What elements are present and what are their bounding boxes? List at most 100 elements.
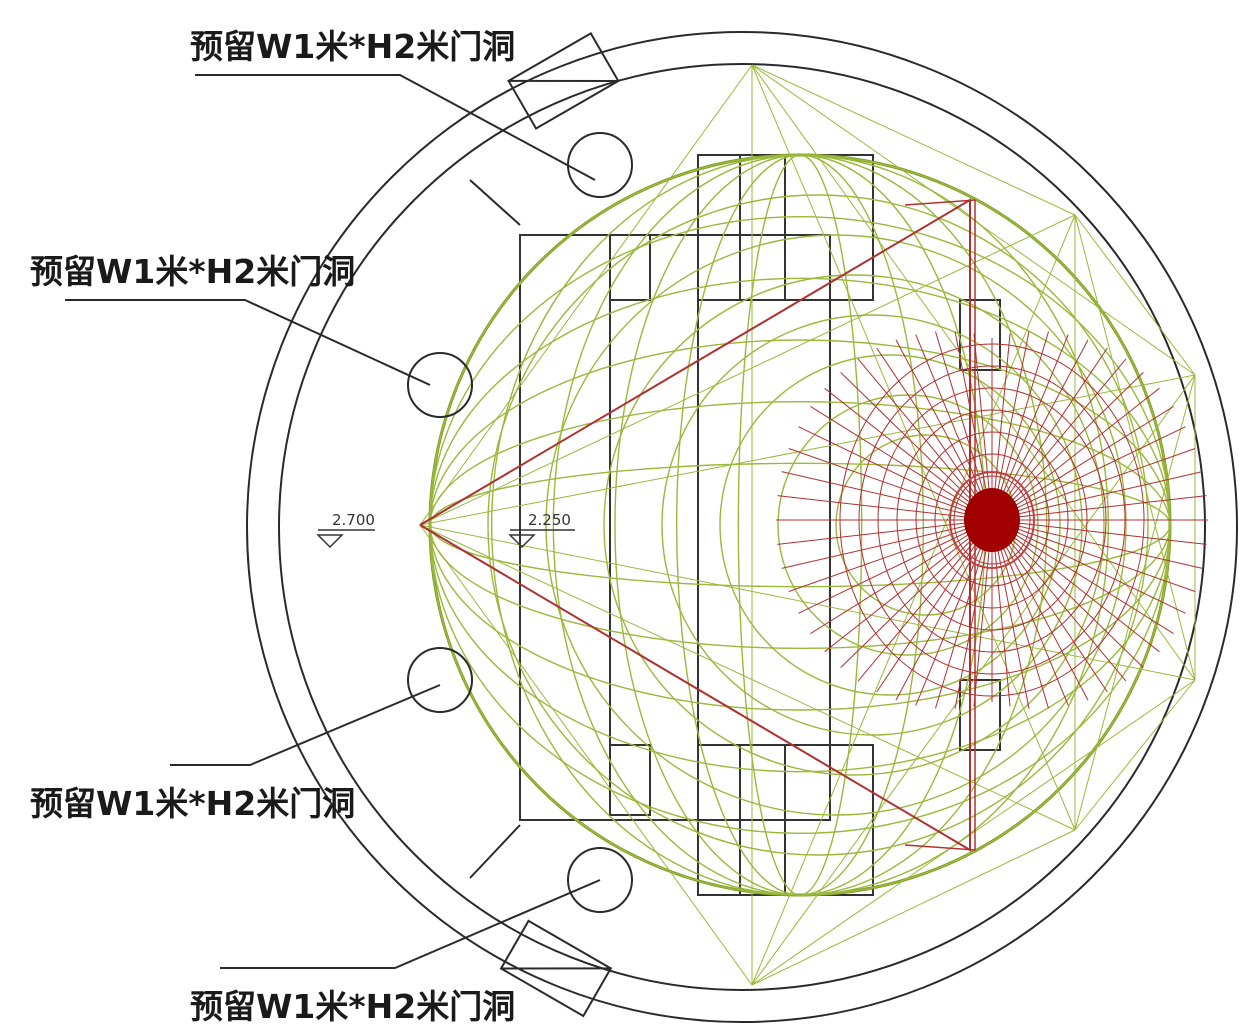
radial-line	[991, 331, 1030, 521]
callout-label-upper: 预留W1米*H2米门洞	[30, 252, 355, 291]
radial-line	[788, 448, 993, 521]
radial-line	[876, 347, 993, 521]
mesh-strut	[751, 679, 1196, 986]
mesh-strut	[1074, 214, 1196, 681]
elevation-marker-inner: 2.250	[508, 511, 575, 549]
radial-line	[991, 519, 1127, 682]
mesh-meridian	[737, 154, 863, 896]
mesh-strut	[1074, 679, 1196, 831]
elevation-label-outer: 2.700	[332, 511, 375, 529]
mesh-ring	[487, 194, 1149, 856]
radial-line	[991, 471, 1203, 521]
mesh-ring	[545, 234, 1127, 816]
mesh-strut	[751, 64, 1076, 831]
radial-line	[840, 372, 993, 521]
elevation-marker-outer: 2.700	[316, 511, 375, 549]
radial-line	[991, 519, 1174, 634]
callout-label-lower: 预留W1米*H2米门洞	[30, 784, 355, 823]
radial-line	[991, 519, 1108, 693]
radial-line	[935, 331, 993, 521]
wall-tick-top	[469, 179, 521, 226]
mesh-strut	[751, 64, 1196, 376]
radial-line	[798, 426, 993, 521]
radial-ring	[934, 453, 1050, 587]
radial-line	[991, 519, 1069, 706]
radial-line	[991, 519, 1030, 709]
radial-line	[991, 519, 1144, 668]
opening-circle-top	[567, 132, 633, 198]
mesh-strut	[751, 829, 1076, 986]
radial-line	[991, 334, 1069, 521]
frame-slot-top	[739, 154, 786, 301]
radial-line	[991, 519, 1186, 614]
opening-circle-bottom	[567, 847, 633, 913]
mesh-strut	[419, 64, 753, 526]
mesh-ring	[719, 354, 1061, 696]
radial-line	[915, 519, 993, 706]
frame-slot-bottom	[739, 744, 786, 896]
radial-line	[991, 331, 1049, 521]
frame-block-tl	[609, 234, 651, 301]
callout-label-top: 预留W1米*H2米门洞	[190, 27, 515, 66]
radial-line	[991, 426, 1186, 521]
radial-ring	[839, 343, 1145, 697]
mesh-strut	[751, 374, 1196, 986]
radial-line	[824, 387, 993, 521]
radial-ring	[877, 387, 1107, 653]
opening-circle-upper	[407, 352, 473, 418]
radial-ring	[915, 431, 1069, 609]
leader-line-bottom	[220, 879, 601, 969]
callout-label-bottom: 预留W1米*H2米门洞	[190, 987, 515, 1026]
mesh-meridian	[614, 154, 986, 896]
mesh-strut	[419, 524, 1196, 681]
radial-line	[840, 519, 993, 668]
radial-ring	[953, 475, 1031, 565]
mesh-parallel	[429, 154, 1171, 896]
mesh-strut	[419, 214, 1076, 526]
leader-line-upper	[65, 299, 431, 386]
focal-point	[964, 488, 1020, 552]
radial-line	[954, 519, 993, 709]
radial-ring	[896, 409, 1088, 631]
red-wedge	[419, 198, 971, 852]
radial-line	[781, 471, 993, 521]
radial-line	[777, 495, 993, 521]
door-openings	[499, 31, 620, 1018]
mesh-ring	[603, 274, 1105, 776]
radial-line	[991, 519, 1160, 653]
door-opening-top	[507, 31, 620, 130]
wall-tick-bottom	[469, 824, 521, 879]
focal-ring	[949, 471, 1035, 569]
door-opening-bottom	[499, 919, 613, 1018]
radial-line	[991, 448, 1196, 521]
radial-line	[810, 519, 993, 634]
radial-line	[991, 519, 1203, 569]
mesh-strut	[751, 64, 1196, 681]
radial-line	[991, 519, 1049, 709]
leader-line-lower	[170, 684, 441, 766]
mesh-strut	[419, 524, 753, 986]
radial-line	[991, 519, 1207, 545]
leader-lines	[65, 74, 601, 969]
radial-line	[810, 406, 993, 521]
radial-ring	[858, 365, 1126, 675]
radial-line	[876, 519, 993, 693]
inner-wall-circle	[278, 63, 1206, 991]
radial-line	[991, 358, 1127, 521]
outer-wall-circle	[246, 31, 1238, 1023]
green-mesh	[419, 64, 1196, 986]
radial-line	[798, 519, 993, 614]
radial-line	[788, 519, 993, 592]
radial-line	[954, 331, 993, 521]
radial-line	[991, 372, 1144, 521]
radial-line	[935, 519, 993, 709]
mesh-strut	[751, 214, 1076, 986]
radial-line	[991, 519, 1196, 592]
radial-line	[781, 519, 993, 569]
opening-circle-lower	[407, 647, 473, 713]
radial-line	[777, 519, 993, 545]
mesh-strut	[751, 64, 1076, 216]
radial-line	[824, 519, 993, 653]
mesh-strut	[419, 524, 1076, 831]
